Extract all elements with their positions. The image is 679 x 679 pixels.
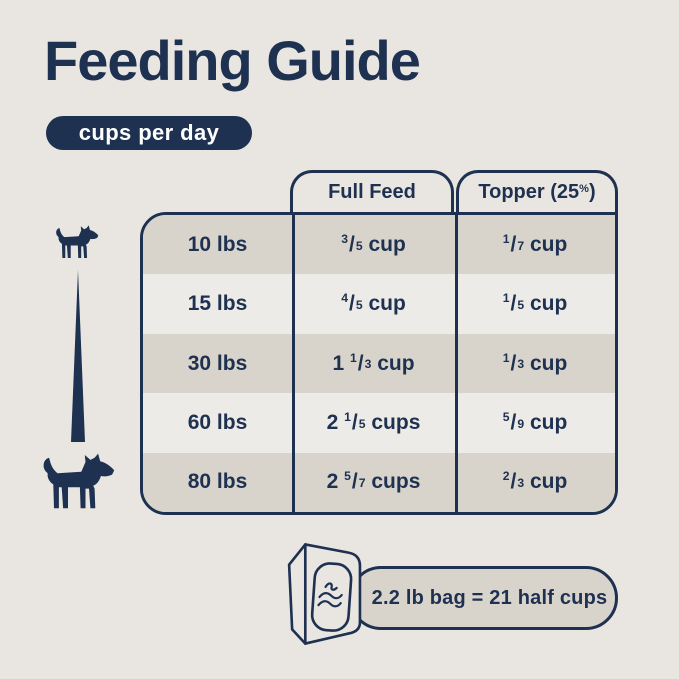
full-feed-cell: 1 1/3 cup [332,350,415,375]
topper-cell: 1/5 cup [502,291,568,316]
weight-cell: 15 lbs [187,292,248,316]
size-scale-wedge [71,270,85,442]
percent-superscript: % [579,182,589,195]
table-row: 60 lbs 2 1/5 cups 5/9 cup [143,393,615,453]
feeding-table: 10 lbs 3/5 cup 1/7 cup 15 lbs 4/5 cup 1/… [140,212,618,515]
column-divider [292,215,295,512]
large-dog-icon [43,453,115,509]
cups-per-day-badge: cups per day [46,116,252,150]
topper-cell: 2/3 cup [502,469,568,494]
table-row: 80 lbs 2 5/7 cups 2/3 cup [143,452,615,512]
page-title: Feeding Guide [44,29,421,92]
table-row: 30 lbs 1 1/3 cup 1/3 cup [143,333,615,394]
full-feed-header-label: Full Feed [328,181,416,203]
small-dog-icon [56,225,99,259]
table-row: 10 lbs 3/5 cup 1/7 cup [143,215,615,275]
weight-cell: 10 lbs [187,232,248,256]
weight-cell: 60 lbs [187,410,248,434]
food-bag-icon [287,543,362,645]
full-feed-cell: 2 5/7 cups [326,469,421,494]
column-header-topper: Topper (25%) [456,170,618,212]
topper-cell: 1/7 cup [502,231,568,256]
badge-label: cups per day [78,120,220,145]
full-feed-cell: 2 1/5 cups [326,410,421,434]
topper-cell: 1/3 cup [502,350,568,375]
full-feed-cell: 4/5 cup [341,291,406,316]
topper-cell: 5/9 cup [502,410,568,434]
column-header-full-feed: Full Feed [290,170,454,212]
weight-cell: 80 lbs [187,470,248,494]
topper-header-label: Topper (25%) [478,181,596,203]
bag-note-text: 2.2 lb bag = 21 half cups [371,586,608,609]
bag-note-pill: 2.2 lb bag = 21 half cups [349,566,618,630]
column-divider [455,215,458,512]
full-feed-cell: 3/5 cup [341,231,406,256]
weight-cell: 30 lbs [187,351,248,375]
table-row: 15 lbs 4/5 cup 1/5 cup [143,274,615,334]
